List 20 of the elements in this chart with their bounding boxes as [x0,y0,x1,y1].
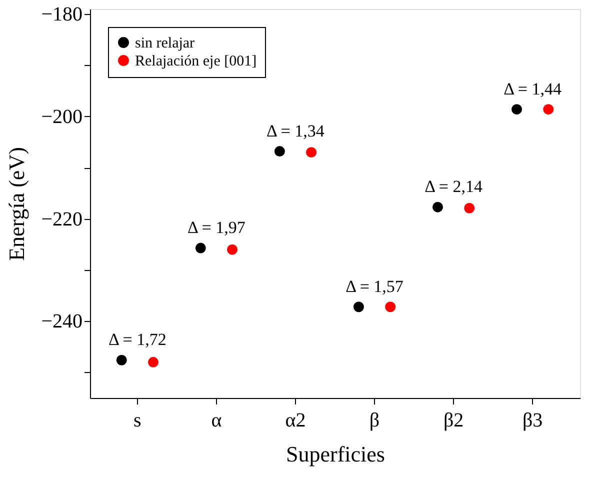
legend-label: Relajación eje [001] [135,54,257,70]
x-tick-label: β [369,410,380,432]
annotation: Δ = 1,34 [266,121,325,140]
annotation: Δ = 1,72 [108,330,166,350]
y-tick-label: −240 [41,310,82,333]
annotation: Δ = 1,57 [346,276,404,296]
y-axis-title: Energía (eV) [4,147,30,261]
x-axis-title: Superficies [286,442,385,466]
x-tick-label: s [134,410,142,432]
x-tick-label: β3 [522,410,543,432]
annotation: Δ = 2,14 [424,177,483,196]
x-tick-label: α2 [285,410,306,432]
y-tick-label: −220 [41,208,82,230]
x-tick-label: α [211,410,222,432]
x-tick-label: β2 [443,410,464,432]
annotation: Δ = 1,44 [504,79,562,98]
legend-label: sin relajar [135,36,195,52]
annotation: Δ = 1,97 [188,218,246,238]
y-tick-label: −200 [41,106,82,128]
y-tick-label: −180 [41,4,82,26]
